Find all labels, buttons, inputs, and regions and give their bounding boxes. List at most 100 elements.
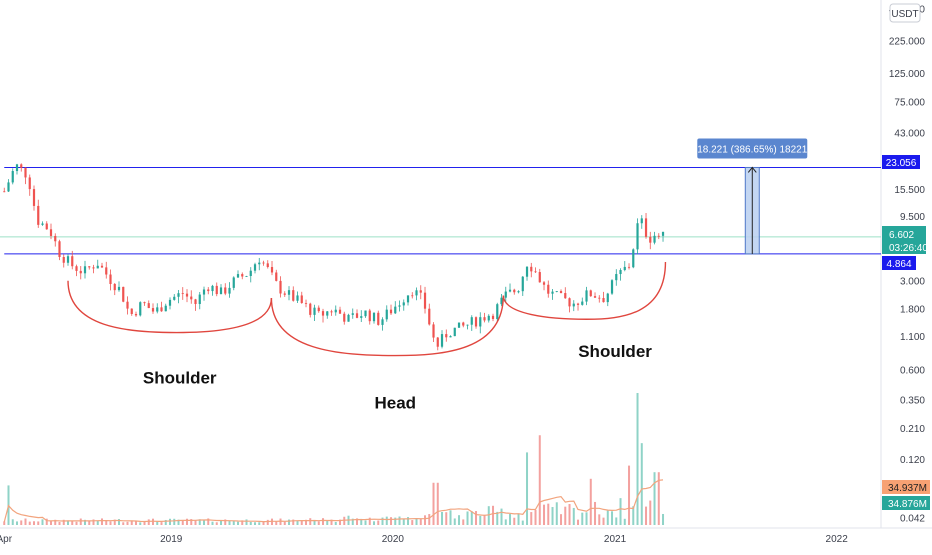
candle-body: [207, 289, 210, 292]
volume-bar: [555, 502, 558, 525]
volume-bar: [585, 512, 588, 525]
candle-body: [228, 287, 231, 294]
countdown-text: 03:26:40: [889, 243, 928, 254]
candle-body: [504, 291, 507, 298]
volume-bar: [492, 505, 495, 525]
volume-bar: [156, 520, 159, 525]
volume-bar: [517, 513, 520, 525]
candle-body: [304, 302, 308, 304]
candle-body: [627, 266, 631, 268]
volume-bar: [322, 518, 325, 525]
volume-bar: [411, 520, 414, 525]
candle-body: [394, 306, 397, 314]
volume-bar: [220, 520, 223, 525]
volume-ma-text: 34.937M: [888, 483, 927, 494]
volume-bar: [619, 498, 622, 525]
candle-body: [402, 302, 405, 306]
currency-label-box[interactable]: [889, 3, 921, 23]
candle-body: [449, 336, 452, 338]
candle-body: [423, 292, 427, 309]
volume-bar: [445, 512, 448, 525]
volume-bar: [24, 518, 27, 525]
volume-bar: [92, 519, 95, 525]
volume-bar: [653, 472, 656, 525]
candle-body: [623, 266, 626, 271]
x-tick-label: Apr: [0, 534, 13, 545]
volume-bar: [88, 520, 91, 525]
volume-bar: [373, 521, 376, 525]
candle-body: [457, 322, 461, 328]
volume-bar: [356, 518, 359, 525]
volume-bar: [568, 504, 571, 525]
candle-body: [368, 310, 371, 322]
volume-bar: [487, 506, 490, 525]
candle-body: [71, 256, 74, 267]
volume-bar: [436, 482, 439, 525]
candle-body: [347, 314, 350, 322]
pattern-label: Shoulder: [578, 342, 652, 361]
volume-bar: [458, 515, 461, 525]
candle-body: [224, 287, 227, 294]
y-tick-label: 3.000: [900, 276, 925, 287]
volume-bar: [186, 518, 189, 525]
volume-bar: [407, 517, 410, 525]
volume-bar: [636, 393, 639, 525]
volume-bar: [237, 521, 240, 525]
volume-bar: [504, 519, 507, 525]
volume-bar: [283, 521, 286, 525]
volume-bar: [232, 520, 235, 525]
y-tick-label: 225.000: [889, 36, 926, 47]
volume-bar: [215, 522, 218, 525]
volume-bar: [75, 521, 78, 525]
measure-label-bg: [697, 138, 808, 159]
volume-bar: [415, 518, 418, 525]
candle-body: [41, 223, 44, 225]
candle-body: [300, 295, 303, 303]
candle-body: [619, 270, 622, 275]
candle-body: [215, 285, 218, 295]
candle-body: [317, 307, 320, 312]
volume-bar: [509, 514, 512, 525]
volume-bar: [207, 518, 210, 525]
candle-body: [309, 303, 312, 315]
volume-bar: [160, 522, 163, 525]
volume-bar: [28, 521, 31, 525]
measure-tool[interactable]: 18.221 (386.65%) 18221: [697, 138, 808, 255]
candle-body: [185, 293, 189, 297]
support-price-text: 4.864: [886, 259, 911, 270]
volume-bar: [615, 517, 618, 525]
volume-bar: [109, 521, 112, 525]
candle-body: [253, 264, 257, 271]
volume-bar: [543, 504, 546, 525]
candle-body: [270, 267, 274, 273]
volume-bar: [581, 512, 584, 525]
time-axis[interactable]: Apr 2019 2020 2021 2022: [0, 534, 848, 545]
volume-bar: [513, 517, 516, 525]
candle-body: [96, 265, 99, 269]
candle-body: [168, 299, 172, 306]
pattern-label: Head: [374, 394, 416, 413]
volume-bar: [33, 521, 36, 525]
volume-bar: [194, 520, 197, 525]
candle-body: [177, 293, 180, 297]
volume-bar: [62, 519, 65, 525]
volume-bar: [547, 503, 550, 525]
candle-body: [525, 266, 529, 277]
candle-body: [360, 316, 363, 318]
volume-bar: [657, 472, 660, 525]
candle-body: [491, 315, 495, 320]
candle-body: [321, 311, 325, 316]
y-tick-label: 15.500: [894, 185, 925, 196]
measure-label: 18.221 (386.65%) 18221: [697, 144, 808, 155]
volume-bar: [602, 517, 605, 525]
volume-bar: [466, 511, 469, 525]
volume-bar: [428, 514, 431, 525]
candle-body: [372, 312, 376, 322]
volume-bar: [334, 521, 337, 525]
volume-bar: [526, 452, 529, 525]
candle-body: [513, 289, 516, 293]
candles: [3, 163, 665, 351]
volume-bar: [190, 519, 193, 525]
